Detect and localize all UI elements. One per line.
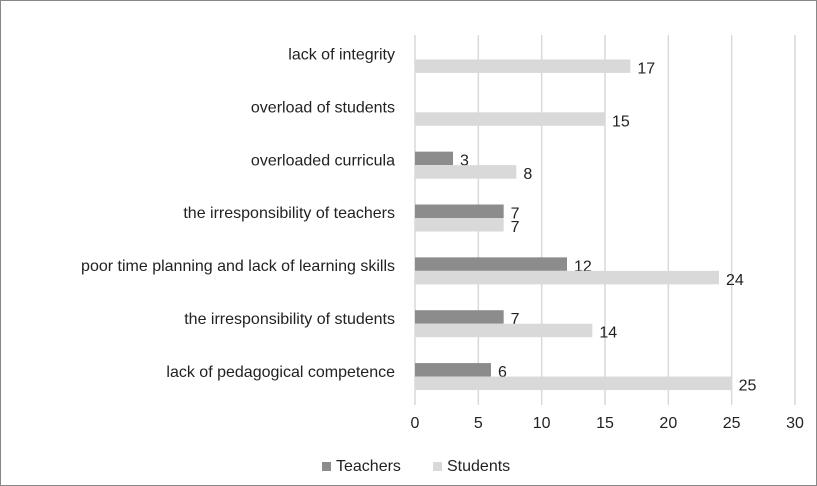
x-tick-label: 10 — [533, 415, 551, 432]
data-label: 24 — [726, 272, 744, 289]
data-label: 14 — [599, 325, 617, 342]
data-label: 17 — [637, 60, 655, 77]
bar — [415, 310, 504, 324]
bar — [415, 323, 593, 338]
bar — [415, 376, 732, 391]
legend-label: Students — [447, 458, 510, 475]
category-label: lack of integrity — [288, 47, 395, 64]
x-tick-label: 30 — [786, 415, 804, 432]
bar — [415, 59, 631, 73]
x-tick-label: 0 — [411, 415, 420, 432]
data-label: 15 — [612, 113, 630, 130]
x-tick-label: 15 — [596, 415, 614, 432]
data-label: 25 — [739, 378, 757, 395]
category-label: the irresponsibility of students — [184, 311, 395, 328]
bar — [415, 218, 504, 232]
data-label: 3 — [460, 153, 469, 170]
bar — [415, 257, 567, 271]
x-tick-label: 25 — [723, 415, 741, 432]
category-label: overload of students — [251, 100, 395, 117]
bar — [415, 270, 719, 285]
bar — [415, 112, 605, 126]
bar — [415, 151, 453, 166]
category-label: lack of pedagogical competence — [166, 364, 395, 381]
legend-label: Teachers — [336, 458, 401, 475]
data-label: 8 — [523, 166, 532, 183]
data-label: 7 — [511, 311, 520, 328]
category-label: poor time planning and lack of learning … — [81, 258, 395, 275]
category-label: overloaded curricula — [251, 152, 395, 169]
x-tick-label: 20 — [659, 415, 677, 432]
bar — [415, 204, 504, 218]
data-label: 6 — [498, 364, 507, 381]
category-label: the irresponsibility of teachers — [183, 205, 395, 222]
data-label: 7 — [511, 205, 520, 222]
bar — [415, 165, 517, 179]
legend-swatch — [322, 462, 331, 471]
data-label: 7 — [511, 219, 520, 236]
x-tick-label: 5 — [474, 415, 483, 432]
legend-swatch — [433, 462, 442, 471]
bar — [415, 363, 491, 377]
